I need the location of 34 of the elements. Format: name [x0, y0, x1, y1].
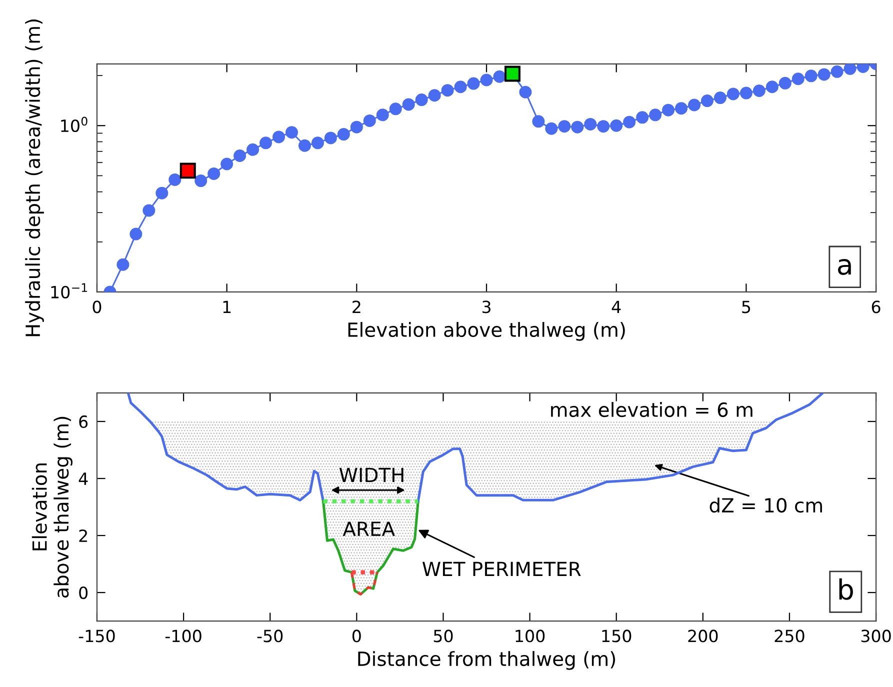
y-tick-label: 2 [79, 529, 87, 542]
y-axis-title: Elevation above thalweg (m) [32, 416, 72, 598]
x-tick-label: 3 [482, 300, 490, 314]
x-tick-label: 1 [223, 300, 231, 313]
y-tick-label: 10$^{0}$ [61, 116, 88, 132]
x-tick-label: 150 [602, 630, 632, 642]
y-tick-label: 4 [78, 472, 88, 485]
x-tick-label: -150 [78, 630, 115, 642]
x-tick-label: 300 [861, 630, 891, 642]
y-tick-label: 0 [79, 586, 88, 600]
x-tick-label: 6 [872, 300, 880, 314]
x-tick-label: 0 [352, 630, 361, 642]
x-tick-label: 100 [516, 630, 545, 642]
x-tick-label: -50 [257, 630, 283, 642]
annotation: AREA [342, 522, 395, 536]
annotation: WIDTH [339, 468, 404, 482]
x-tick-label: 2 [352, 300, 360, 313]
x-tick-label: 5 [742, 300, 750, 314]
x-tick-label: 4 [612, 300, 621, 313]
x-tick-label: 200 [688, 630, 718, 642]
annotation: b [839, 578, 853, 600]
annotation: WET PERIMETER [422, 562, 581, 576]
y-axis-title: Hydraulic depth (area/width) (m) [25, 20, 44, 336]
x-tick-label: 50 [434, 630, 453, 642]
annotation: max elevation = 6 m [551, 402, 752, 418]
x-axis-title: Distance from thalweg (m) [358, 651, 616, 670]
annotation: a [838, 258, 851, 275]
x-tick-label: 0 [92, 300, 102, 314]
annotation: dZ = 10 cm [710, 498, 822, 513]
x-tick-label: 250 [774, 630, 804, 642]
x-axis-title: Elevation above thalweg (m) [348, 322, 625, 341]
y-tick-label: 6 [79, 415, 88, 428]
y-tick-label: 10$^{−1}$ [51, 283, 87, 298]
x-tick-label: -100 [165, 630, 202, 642]
